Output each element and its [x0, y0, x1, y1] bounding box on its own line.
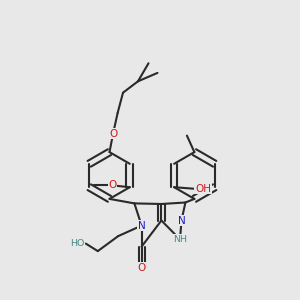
- Text: HO: HO: [70, 239, 84, 248]
- Text: NH: NH: [173, 235, 187, 244]
- Text: O: O: [137, 262, 146, 273]
- Text: N: N: [138, 220, 146, 231]
- Text: O: O: [108, 180, 116, 190]
- Text: O: O: [109, 128, 117, 139]
- Text: N: N: [178, 215, 185, 226]
- Text: OH: OH: [195, 184, 211, 194]
